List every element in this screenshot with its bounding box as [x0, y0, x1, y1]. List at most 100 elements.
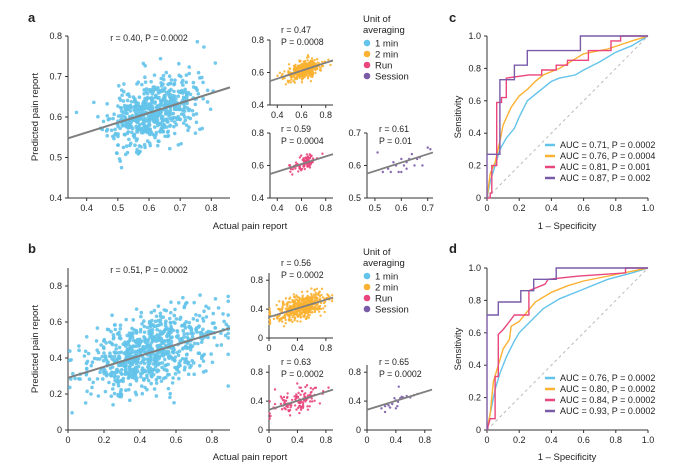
data-point [151, 96, 155, 101]
data-point [314, 68, 317, 72]
data-point [149, 113, 153, 118]
data-point [130, 350, 135, 355]
data-point [213, 61, 218, 65]
data-point [202, 309, 206, 314]
data-point [193, 102, 198, 107]
data-point [277, 307, 280, 311]
data-point [297, 170, 300, 173]
data-point [181, 328, 186, 333]
data-point [297, 391, 300, 395]
data-point [95, 377, 100, 381]
y-tick-label: 0.7 [348, 128, 361, 138]
y-tick-label: 0 [57, 425, 62, 435]
x-tick-label: 0.8 [610, 203, 623, 213]
legend-entry: AUC = 0.71, P = 0.0002 [560, 140, 655, 150]
data-point [141, 358, 145, 363]
x-axis-label-a: Actual pain report [213, 221, 288, 232]
data-point [149, 129, 153, 134]
data-point [116, 132, 120, 136]
data-point [310, 57, 314, 60]
data-point [283, 70, 286, 73]
data-point [291, 173, 294, 176]
data-point [293, 78, 296, 81]
data-point [166, 113, 171, 118]
data-point [68, 385, 72, 390]
data-point [176, 143, 181, 147]
data-point [272, 317, 276, 321]
data-point [306, 156, 310, 159]
data-point [169, 327, 174, 332]
data-point [162, 329, 167, 333]
data-point [154, 381, 159, 385]
data-point [106, 117, 111, 122]
data-point [295, 77, 299, 81]
x-tick-label: 0 [266, 343, 271, 353]
data-point [145, 102, 149, 106]
data-point [296, 64, 300, 67]
data-point [307, 316, 310, 319]
x-tick-label: 0.4 [80, 203, 93, 213]
data-point [400, 170, 403, 174]
data-point [304, 300, 308, 303]
data-point [141, 130, 145, 135]
data-point [289, 313, 293, 317]
data-point [173, 120, 177, 124]
data-point [159, 379, 164, 383]
data-points [376, 146, 432, 174]
data-point [295, 393, 298, 396]
data-point [300, 290, 304, 294]
data-point [323, 310, 326, 314]
data-point [142, 330, 147, 334]
data-point [105, 102, 109, 106]
data-point [112, 391, 117, 396]
data-point [284, 322, 287, 325]
data-point [226, 299, 230, 304]
data-point [109, 329, 113, 334]
data-point [142, 99, 146, 104]
data-point [295, 294, 298, 297]
data-point [292, 67, 296, 70]
data-point [387, 404, 390, 407]
data-point [156, 343, 160, 348]
data-point [309, 386, 313, 390]
legend-entry: AUC = 0.81, P = 0.001 [560, 162, 650, 172]
legend-dot [363, 39, 371, 47]
data-point [99, 343, 103, 347]
data-point [126, 387, 131, 392]
data-point [193, 85, 198, 90]
data-point [195, 39, 200, 44]
y-axis-label-c: Sensitivity [453, 95, 464, 138]
data-point [149, 373, 154, 378]
data-point [149, 310, 154, 315]
data-point [281, 302, 285, 305]
data-point [284, 297, 288, 300]
data-point [156, 362, 160, 367]
data-point [179, 90, 183, 95]
data-point [116, 114, 121, 118]
data-point [166, 129, 171, 134]
data-point [290, 404, 293, 407]
data-point [169, 300, 173, 304]
data-point [111, 382, 116, 387]
data-point [289, 301, 292, 304]
data-point [167, 316, 172, 321]
y-tick-label: 0.8 [251, 35, 264, 45]
data-point [84, 372, 89, 377]
data-point [166, 386, 171, 391]
data-point [172, 124, 176, 129]
data-point [116, 375, 121, 379]
data-point [303, 314, 306, 317]
data-point [154, 377, 159, 382]
data-point [188, 365, 192, 370]
data-point [268, 400, 271, 403]
data-point [77, 344, 81, 348]
data-point [301, 73, 305, 76]
data-point [315, 304, 319, 307]
data-point [116, 124, 120, 129]
data-point [187, 71, 192, 76]
data-point [314, 305, 317, 309]
legend-title-line2: averaging [363, 25, 405, 36]
data-point [158, 98, 163, 103]
data-point [308, 166, 312, 169]
legend-entry: AUC = 0.93, P = 0.0002 [560, 406, 655, 416]
